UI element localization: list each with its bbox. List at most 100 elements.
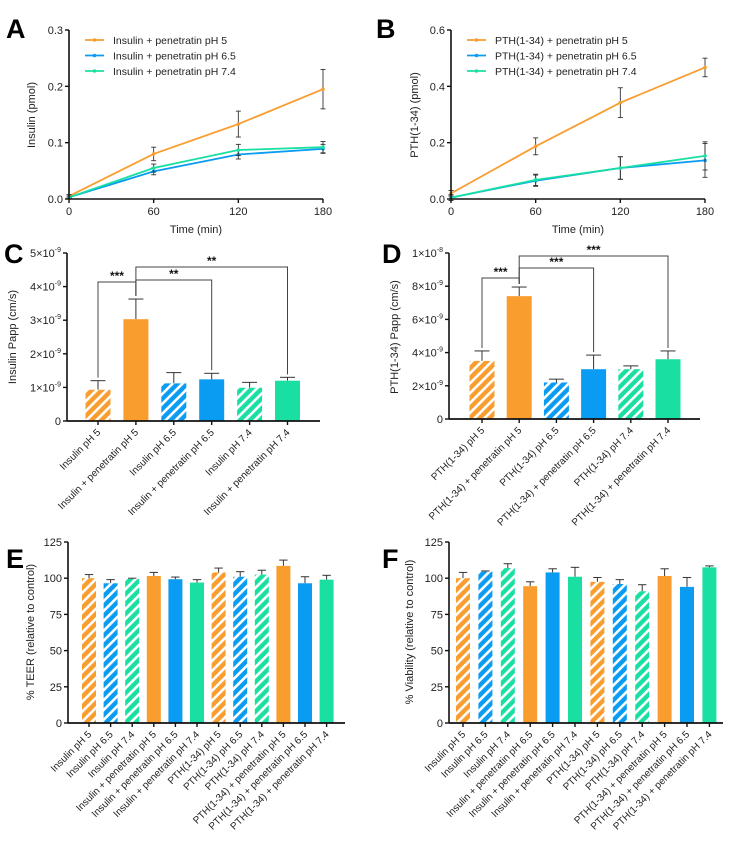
bracket-line	[135, 266, 288, 375]
x-tick-label: 0	[448, 206, 454, 218]
series-line	[450, 66, 706, 195]
y-tick-base: 125	[425, 537, 443, 549]
bar	[655, 359, 681, 419]
bar	[233, 576, 248, 723]
y-tick-label: 6×10-9	[412, 313, 443, 326]
significance-label: ***	[110, 269, 124, 283]
y-tick-label: 75	[50, 609, 62, 621]
x-tick-label: 180	[696, 206, 714, 218]
bar	[190, 582, 204, 723]
legend-marker	[92, 69, 97, 73]
y-tick-label: 0.0	[48, 194, 63, 206]
bar	[456, 578, 470, 723]
bar-group: Insulin pH 5	[49, 574, 96, 774]
y-tick-base: 4×10	[30, 282, 55, 294]
data-point	[533, 178, 538, 182]
y-tick-label: 8×10-9	[412, 280, 443, 293]
y-tick-base: 1×10	[30, 382, 55, 394]
y-tick-label: 3×10-9	[30, 314, 61, 327]
bar	[618, 369, 644, 419]
bar	[612, 583, 627, 723]
y-tick-label: 4×10-9	[412, 347, 443, 360]
x-tick-label: 60	[530, 206, 542, 218]
y-tick-label: 50	[431, 646, 443, 658]
y-tick-base: 5×10	[30, 248, 55, 260]
significance-bracket: ***	[518, 243, 669, 348]
series-line	[68, 88, 324, 197]
y-tick-label: 50	[50, 646, 62, 658]
y-tick-label: 25	[431, 682, 443, 694]
y-tick-label: 4×10-9	[30, 281, 61, 294]
panel-letter: A	[6, 14, 26, 44]
legend-label: Insulin + penetratin pH 6.5	[113, 50, 236, 62]
data-point	[236, 122, 241, 126]
y-tick-base: 50	[50, 646, 62, 658]
series-line	[68, 147, 324, 199]
legend-label: Insulin + penetratin pH 7.4	[113, 66, 236, 78]
legend-label: PTH(1-34) + penetratin pH 6.5	[495, 50, 637, 62]
y-tick-label: 0.4	[430, 81, 445, 93]
bar	[319, 579, 334, 723]
bar	[276, 565, 291, 723]
bar	[702, 567, 717, 723]
bar	[506, 296, 532, 419]
x-tick-label: 60	[148, 206, 160, 218]
series-1	[448, 143, 708, 201]
panel-letter: D	[382, 239, 402, 269]
y-tick-label: 0	[56, 718, 62, 730]
y-tick-label: 2×10-9	[412, 380, 443, 393]
y-tick-base: 3×10	[30, 315, 55, 327]
data-point	[533, 144, 538, 149]
series-line	[450, 155, 706, 199]
bar	[254, 574, 269, 723]
bar	[85, 389, 111, 421]
panel-letter: F	[382, 544, 399, 574]
y-tick-label: 1×10-9	[30, 381, 61, 394]
x-tick-label: 120	[611, 206, 629, 218]
y-axis-label: % Viability (relative to control)	[404, 560, 416, 705]
y-tick-exponent: -9	[437, 280, 443, 287]
bar	[168, 579, 183, 723]
data-point	[321, 145, 325, 149]
y-tick-label: 25	[50, 682, 62, 694]
series-line	[450, 159, 706, 199]
y-tick-exponent: -9	[55, 381, 61, 388]
y-tick-base: 75	[50, 609, 62, 621]
y-tick-base: 0	[437, 414, 443, 426]
series-1	[66, 143, 326, 200]
y-tick-base: 0	[56, 718, 62, 730]
bar	[237, 387, 263, 421]
y-tick-exponent: -9	[55, 281, 61, 288]
bar-group: Insulin pH 5	[423, 571, 470, 774]
y-tick-label: 0	[437, 718, 443, 730]
legend-label: Insulin + penetratin pH 5	[113, 35, 227, 47]
y-tick-label: 0.0	[430, 194, 445, 206]
x-axis-label: Time (min)	[552, 224, 604, 236]
bar	[545, 572, 560, 723]
y-tick-base: 2×10	[30, 349, 55, 361]
x-tick-label: 0	[66, 206, 72, 218]
panel-letter: E	[6, 544, 24, 574]
y-tick-exponent: -9	[437, 347, 443, 354]
legend-marker	[92, 53, 97, 58]
y-tick-exponent: -9	[55, 314, 61, 321]
bar	[635, 591, 650, 723]
significance-label: ***	[494, 265, 508, 279]
series-0	[448, 57, 708, 197]
significance-label: **	[207, 254, 217, 268]
data-point	[618, 166, 623, 170]
legend-label: PTH(1-34) + penetratin pH 5	[495, 35, 628, 47]
bar	[568, 576, 582, 723]
y-tick-label: 0.1	[48, 138, 63, 150]
y-tick-base: 4×10	[412, 348, 437, 360]
y-axis-label: PTH(1-34) Papp (cm/s)	[389, 280, 401, 394]
y-axis-label: Insulin (pmol)	[26, 82, 38, 148]
y-axis-label: PTH(1-34) (pmol)	[409, 72, 421, 158]
y-tick-base: 25	[50, 682, 62, 694]
y-tick-label: 1×10-8	[412, 247, 443, 260]
bar	[211, 572, 226, 723]
y-tick-base: 2×10	[412, 381, 437, 393]
legend-marker	[474, 53, 479, 58]
